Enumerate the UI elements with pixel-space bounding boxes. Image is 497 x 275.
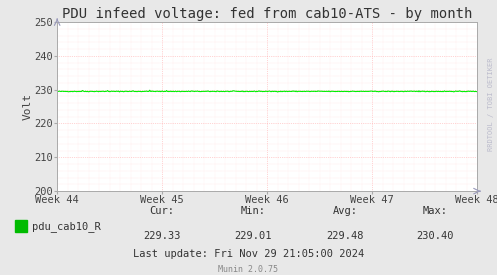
Title: PDU infeed voltage: fed from cab10-ATS - by month: PDU infeed voltage: fed from cab10-ATS -… xyxy=(62,7,472,21)
Y-axis label: Volt: Volt xyxy=(23,93,33,120)
Text: RRDTOOL / TOBI OETIKER: RRDTOOL / TOBI OETIKER xyxy=(488,58,494,151)
Text: Last update: Fri Nov 29 21:05:00 2024: Last update: Fri Nov 29 21:05:00 2024 xyxy=(133,249,364,259)
Text: Min:: Min: xyxy=(241,207,266,216)
Text: 229.01: 229.01 xyxy=(235,231,272,241)
Text: Avg:: Avg: xyxy=(333,207,358,216)
Text: 229.48: 229.48 xyxy=(327,231,364,241)
Text: Cur:: Cur: xyxy=(149,207,174,216)
Text: 229.33: 229.33 xyxy=(143,231,180,241)
Text: 230.40: 230.40 xyxy=(416,231,454,241)
Text: Max:: Max: xyxy=(422,207,447,216)
Text: pdu_cab10_R: pdu_cab10_R xyxy=(32,221,101,232)
Text: Munin 2.0.75: Munin 2.0.75 xyxy=(219,265,278,274)
